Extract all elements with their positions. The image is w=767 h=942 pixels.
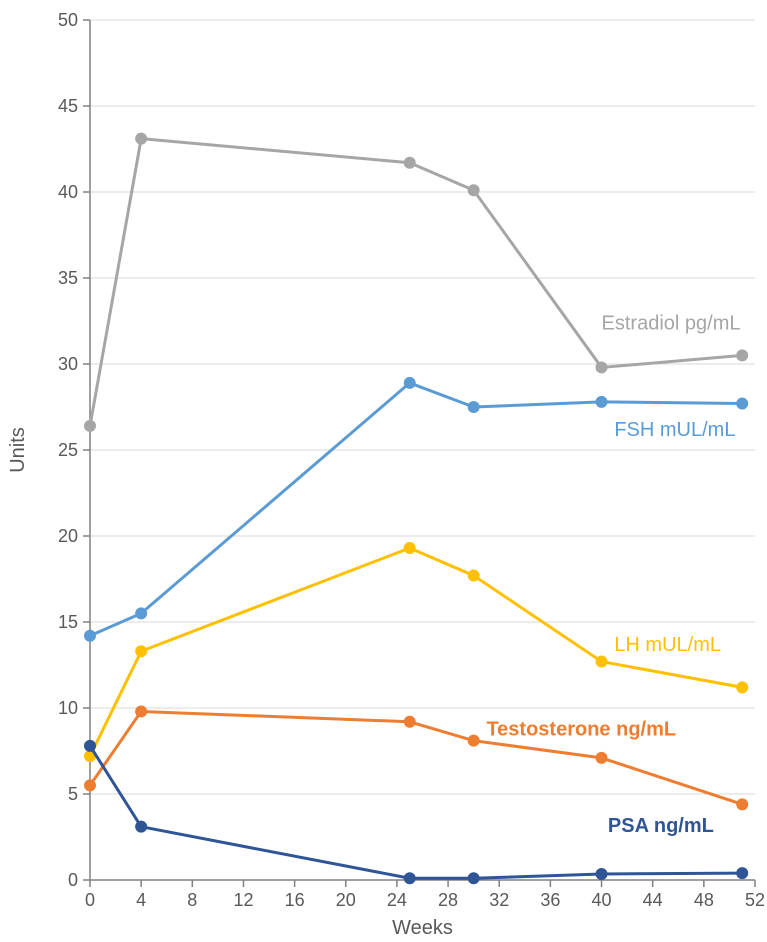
svg-text:32: 32 <box>489 890 509 910</box>
series-marker-psa <box>84 740 96 752</box>
svg-text:35: 35 <box>58 268 78 288</box>
svg-text:8: 8 <box>187 890 197 910</box>
series-marker-estradiol <box>736 349 748 361</box>
series-marker-psa <box>404 872 416 884</box>
series-marker-psa <box>596 868 608 880</box>
series-marker-fsh <box>596 396 608 408</box>
series-marker-fsh <box>404 377 416 389</box>
svg-text:16: 16 <box>285 890 305 910</box>
series-marker-estradiol <box>84 420 96 432</box>
series-marker-fsh <box>135 607 147 619</box>
series-marker-testosterone <box>84 779 96 791</box>
series-marker-testosterone <box>135 705 147 717</box>
series-marker-estradiol <box>404 157 416 169</box>
series-marker-fsh <box>468 401 480 413</box>
series-marker-fsh <box>84 630 96 642</box>
svg-text:44: 44 <box>643 890 663 910</box>
series-label-fsh: FSH mUL/mL <box>614 419 735 441</box>
svg-text:48: 48 <box>694 890 714 910</box>
svg-text:36: 36 <box>540 890 560 910</box>
series-marker-psa <box>736 867 748 879</box>
svg-text:20: 20 <box>58 526 78 546</box>
series-marker-estradiol <box>596 361 608 373</box>
svg-text:50: 50 <box>58 10 78 30</box>
series-marker-psa <box>135 821 147 833</box>
svg-text:5: 5 <box>68 784 78 804</box>
svg-text:12: 12 <box>233 890 253 910</box>
svg-text:24: 24 <box>387 890 407 910</box>
series-marker-testosterone <box>404 716 416 728</box>
svg-text:28: 28 <box>438 890 458 910</box>
series-marker-testosterone <box>736 798 748 810</box>
series-marker-lh <box>596 656 608 668</box>
svg-text:40: 40 <box>58 182 78 202</box>
svg-text:52: 52 <box>745 890 765 910</box>
svg-text:0: 0 <box>68 870 78 890</box>
svg-text:25: 25 <box>58 440 78 460</box>
series-marker-lh <box>736 681 748 693</box>
series-label-estradiol: Estradiol pg/mL <box>602 313 741 335</box>
series-marker-lh <box>468 570 480 582</box>
svg-text:10: 10 <box>58 698 78 718</box>
series-marker-testosterone <box>596 752 608 764</box>
series-marker-lh <box>135 645 147 657</box>
hormone-chart: 0510152025303540455004812162024283236404… <box>0 0 767 942</box>
svg-text:20: 20 <box>336 890 356 910</box>
x-axis-title: Weeks <box>392 917 453 939</box>
series-marker-fsh <box>736 398 748 410</box>
series-marker-lh <box>404 542 416 554</box>
svg-text:0: 0 <box>85 890 95 910</box>
series-label-lh: LH mUL/mL <box>614 634 721 656</box>
svg-text:45: 45 <box>58 96 78 116</box>
svg-text:30: 30 <box>58 354 78 374</box>
series-label-psa: PSA ng/mL <box>608 815 714 837</box>
series-marker-estradiol <box>468 184 480 196</box>
chart-svg: 0510152025303540455004812162024283236404… <box>0 0 767 942</box>
series-marker-estradiol <box>135 133 147 145</box>
series-label-testosterone: Testosterone ng/mL <box>486 719 676 741</box>
series-marker-testosterone <box>468 735 480 747</box>
svg-text:4: 4 <box>136 890 146 910</box>
svg-text:15: 15 <box>58 612 78 632</box>
svg-text:40: 40 <box>592 890 612 910</box>
y-axis-title: Units <box>7 427 29 473</box>
series-marker-psa <box>468 872 480 884</box>
